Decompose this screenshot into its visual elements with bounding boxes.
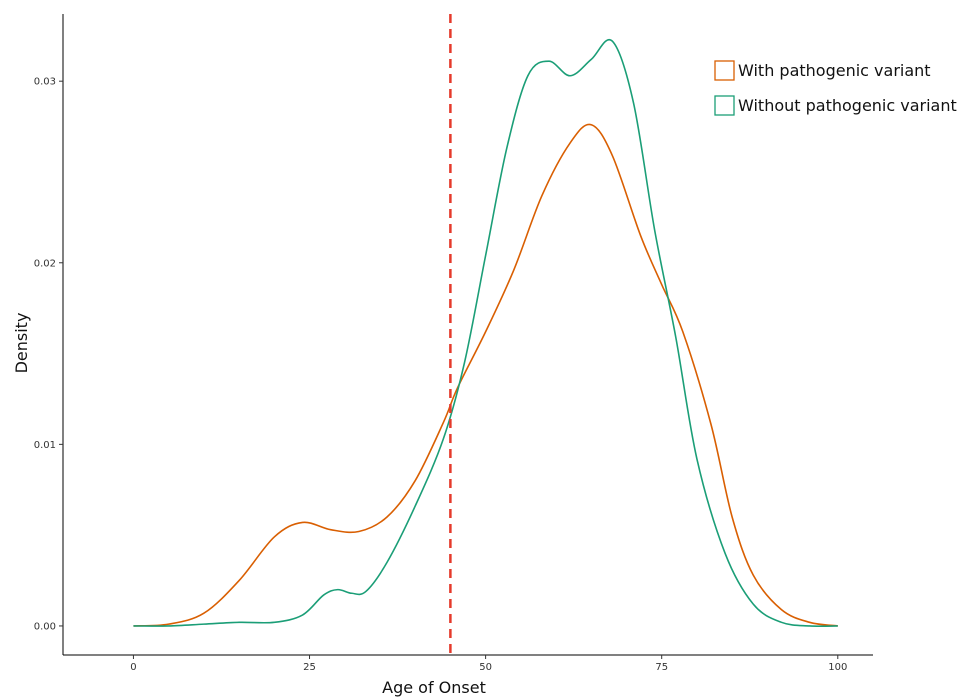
legend-label: Without pathogenic variant [738, 96, 957, 115]
series-line-without-pathogenic-variant [133, 38, 838, 628]
x-tick-label: 0 [130, 662, 136, 673]
x-tick-label: 50 [479, 662, 492, 673]
legend: With pathogenic variant Without pathogeni… [714, 60, 957, 116]
y-tick-label: 0.02 [34, 258, 56, 269]
x-axis-title: Age of Onset [382, 678, 486, 697]
density-curves [133, 38, 838, 628]
y-tick-label: 0.03 [34, 77, 56, 88]
legend-label: With pathogenic variant [738, 61, 931, 80]
y-axis-title: Density [12, 313, 31, 374]
y-axis-ticks: 0.00 0.01 0.02 0.03 [34, 77, 63, 632]
x-tick-label: 75 [655, 662, 668, 673]
y-tick-label: 0.01 [34, 440, 56, 451]
x-axis-ticks: 0 25 50 75 100 [130, 655, 847, 673]
x-tick-label: 25 [303, 662, 316, 673]
legend-swatch [714, 60, 735, 81]
axes: 0 25 50 75 100 0.00 0.01 0.02 0.03 [34, 14, 873, 673]
x-tick-label: 100 [828, 662, 847, 673]
y-tick-label: 0.00 [34, 621, 56, 632]
series-line-with-pathogenic-variant [133, 123, 838, 627]
legend-swatch [714, 95, 735, 116]
